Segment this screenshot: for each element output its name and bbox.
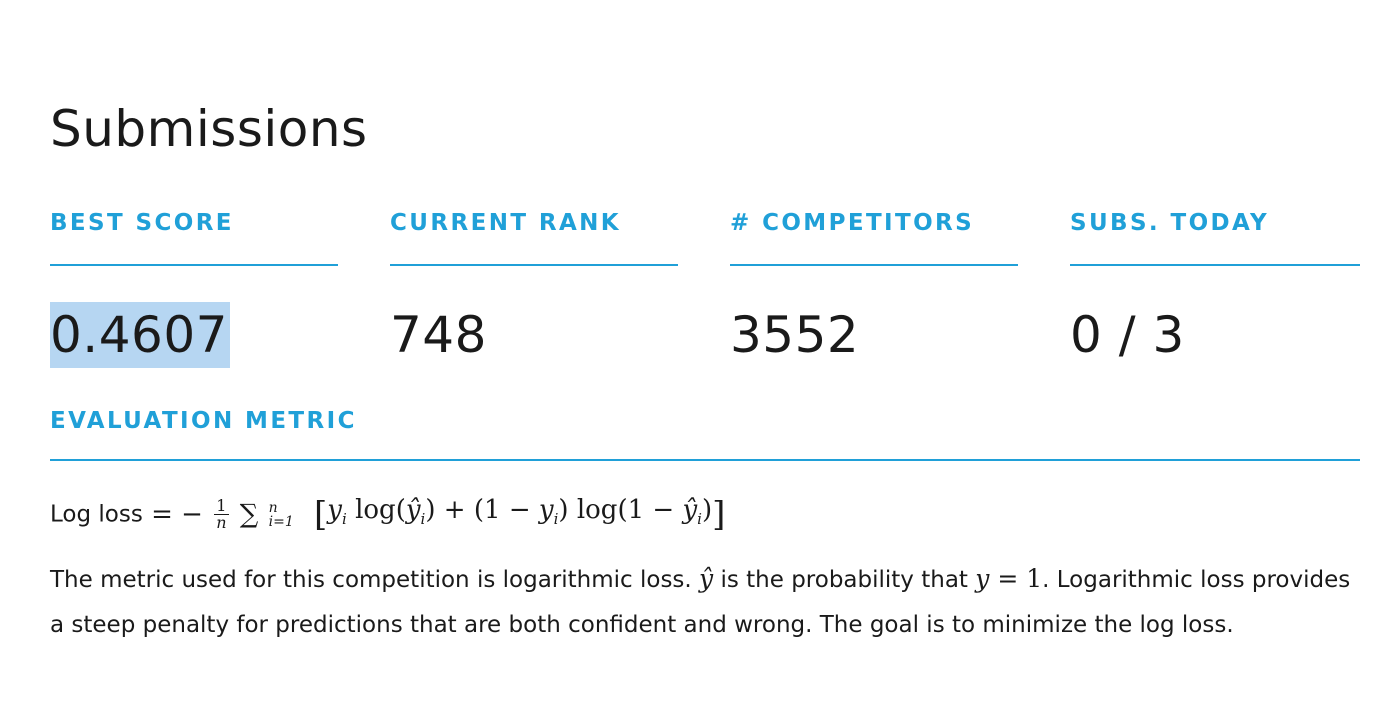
stat-value-competitors: 3552 [730, 306, 860, 364]
stats-row: BEST SCORE 0.4607 CURRENT RANK 748 # COM… [50, 208, 1360, 368]
formula-fraction: 1 n [214, 498, 229, 533]
plus-sign: + [443, 495, 466, 525]
sum-limits: n i=1 [269, 501, 294, 529]
formula-equals: = [151, 499, 173, 530]
log-loss-formula: Log loss = − 1 n ∑ n i=1 [yi log(ŷi) + (… [50, 488, 1360, 535]
sum-upper-limit: n [268, 499, 278, 516]
description-eq-one: = 1 [989, 564, 1043, 593]
var-yhat: ŷ [405, 495, 421, 525]
description-part3: . Logarithmic loss provides a steep pena… [50, 567, 1351, 638]
close-bracket: ] [712, 494, 726, 535]
var-y: y [538, 495, 554, 525]
description-part2: is the probability that [713, 567, 976, 593]
fraction-numerator: 1 [214, 498, 229, 516]
var-yhat: ŷ [682, 495, 698, 525]
formula-lhs: Log loss [50, 501, 143, 528]
index-i: i [420, 510, 426, 529]
var-y: y [327, 495, 342, 525]
log-fn: log [576, 495, 618, 525]
fraction-denominator: n [216, 513, 227, 533]
stat-label: CURRENT RANK [390, 208, 678, 266]
submissions-panel: Submissions BEST SCORE 0.4607 CURRENT RA… [50, 0, 1360, 704]
stat-label: BEST SCORE [50, 208, 338, 266]
sum-lower-limit: i=1 [268, 513, 294, 530]
index-i: i [553, 510, 559, 529]
minus-sign: − [652, 495, 675, 525]
description-y: y [975, 564, 990, 593]
sum-symbol: ∑ [239, 499, 259, 530]
stat-value-current-rank: 748 [390, 306, 487, 364]
evaluation-metric-section: EVALUATION METRIC Log loss = − 1 n ∑ n i… [50, 406, 1360, 638]
stat-label: SUBS. TODAY [1070, 208, 1360, 266]
description-part1: The metric used for this competition is … [50, 567, 700, 593]
formula-minus: − [181, 499, 203, 530]
page-title: Submissions [50, 100, 368, 158]
metric-description: The metric used for this competition is … [50, 556, 1360, 648]
stat-best-score: BEST SCORE 0.4607 [50, 208, 338, 368]
evaluation-metric-label: EVALUATION METRIC [50, 406, 1360, 461]
stat-current-rank: CURRENT RANK 748 [390, 208, 678, 368]
index-i: i [341, 510, 347, 529]
index-i: i [697, 510, 702, 529]
formula-body: yi log(ŷi) + (1 − yi) log(1 − ŷi) [327, 495, 713, 529]
const-one: 1 [627, 495, 645, 525]
const-one: 1 [484, 495, 501, 525]
stat-value-best-score[interactable]: 0.4607 [50, 302, 230, 368]
log-fn: log [355, 495, 396, 525]
stat-subs-today: SUBS. TODAY 0 / 3 [1070, 208, 1360, 368]
description-yhat: ŷ [699, 564, 714, 593]
open-bracket: [ [314, 494, 328, 535]
minus-sign: − [508, 495, 531, 525]
stat-competitors: # COMPETITORS 3552 [730, 208, 1018, 368]
stat-value-subs-today: 0 / 3 [1070, 306, 1185, 364]
stat-label: # COMPETITORS [730, 208, 1018, 266]
